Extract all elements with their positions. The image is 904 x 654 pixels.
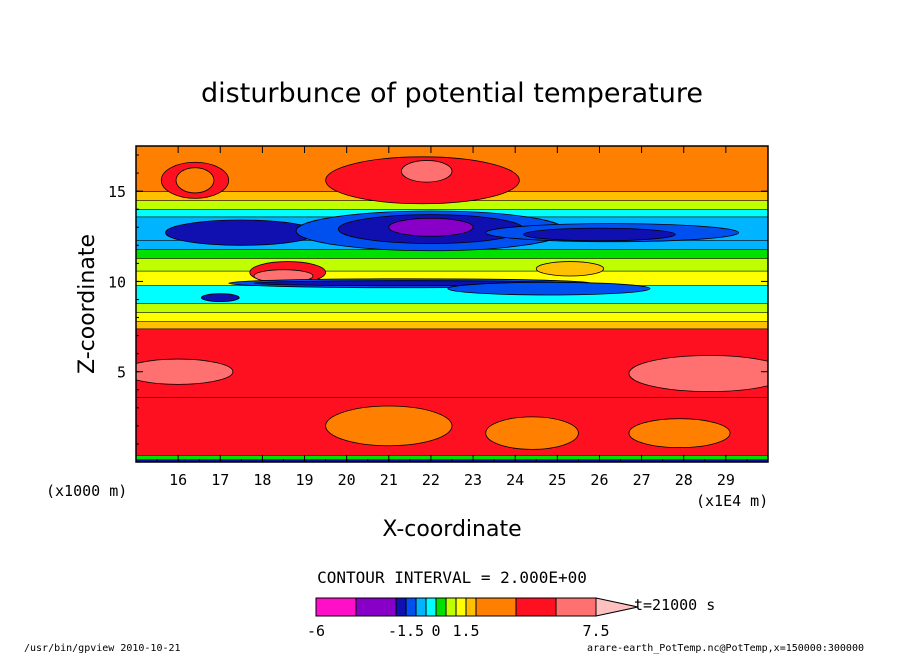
plot-area — [136, 146, 768, 462]
x-tick-label: 26 — [590, 471, 608, 489]
y-tick-label: 15 — [108, 183, 126, 201]
colorbar-swatch — [515, 597, 557, 617]
colorbar-label: 0 — [431, 622, 440, 640]
contour-region — [628, 418, 731, 448]
contour-band — [136, 257, 768, 272]
contour-region — [136, 358, 234, 385]
x-tick-label: 18 — [253, 471, 271, 489]
y-tick-label: 5 — [117, 364, 126, 382]
x-axis: 16 17 18 19 20 21 22 23 24 25 26 27 28 29 — [135, 146, 769, 489]
colorbar-swatch — [415, 597, 427, 617]
colorbar-swatch — [445, 597, 457, 617]
y-axis: 5 10 15 — [108, 154, 768, 445]
colorbar-swatch — [355, 597, 397, 617]
contour-region — [523, 227, 676, 242]
colorbar-swatch — [315, 597, 357, 617]
x-tick-label: 25 — [548, 471, 566, 489]
colorbar-swatch — [455, 597, 467, 617]
contour-region — [535, 261, 605, 277]
colorbar-label: 1.5 — [452, 622, 479, 640]
contour-region — [447, 281, 651, 296]
colorbar-label: -1.5 — [388, 622, 424, 640]
contour-region — [401, 160, 453, 183]
colorbar-swatch — [405, 597, 417, 617]
colorbar-swatch — [395, 597, 407, 617]
colorbar-label: 7.5 — [582, 622, 609, 640]
colorbar-swatch — [555, 597, 597, 617]
contour-region — [200, 293, 240, 303]
footer-left: /usr/bin/gpview 2010-10-21 — [24, 643, 181, 654]
x-tick-label: 20 — [338, 471, 356, 489]
colorbar-swatch — [435, 597, 447, 617]
x-unit-right: (x1E4 m) — [696, 492, 768, 510]
chart-title: disturbunce of potential temperature — [201, 78, 703, 109]
contour-band — [136, 311, 768, 322]
contour-region — [165, 219, 318, 246]
x-tick-label: 24 — [506, 471, 524, 489]
x-tick-label: 22 — [422, 471, 440, 489]
contour-region — [325, 405, 453, 447]
x-tick-label: 19 — [296, 471, 314, 489]
time-label: t=21000 s — [634, 596, 715, 614]
x-tick-label: 16 — [169, 471, 187, 489]
x-tick-label: 29 — [717, 471, 735, 489]
x-tick-label: 17 — [211, 471, 229, 489]
contour-region — [485, 416, 579, 450]
colorbar-swatch — [475, 597, 517, 617]
contour-region — [388, 217, 474, 237]
x-tick-label: 21 — [380, 471, 398, 489]
x-unit-left: (x1000 m) — [46, 482, 127, 500]
contour-band — [136, 302, 768, 313]
colorbar-extension — [595, 597, 639, 617]
contour-interval: CONTOUR INTERVAL = 2.000E+00 — [317, 568, 587, 587]
colorbar-label: -6 — [307, 622, 325, 640]
x-tick-label: 27 — [633, 471, 651, 489]
x-axis-label: X-coordinate — [382, 517, 521, 542]
contour-region — [175, 167, 215, 194]
contour-band — [136, 320, 768, 330]
colorbar-swatch — [425, 597, 437, 617]
footer-right: arare-earth_PotTemp.nc@PotTemp,x=150000:… — [587, 643, 864, 654]
y-axis-label: Z-coordinate — [75, 234, 100, 374]
colorbar-swatch — [465, 597, 477, 617]
colorbar: -6 -1.5 0 1.5 7.5 — [307, 597, 639, 640]
contour-region — [628, 355, 768, 392]
y-tick-label: 10 — [108, 273, 126, 291]
x-tick-label: 28 — [675, 471, 693, 489]
x-tick-label: 23 — [464, 471, 482, 489]
